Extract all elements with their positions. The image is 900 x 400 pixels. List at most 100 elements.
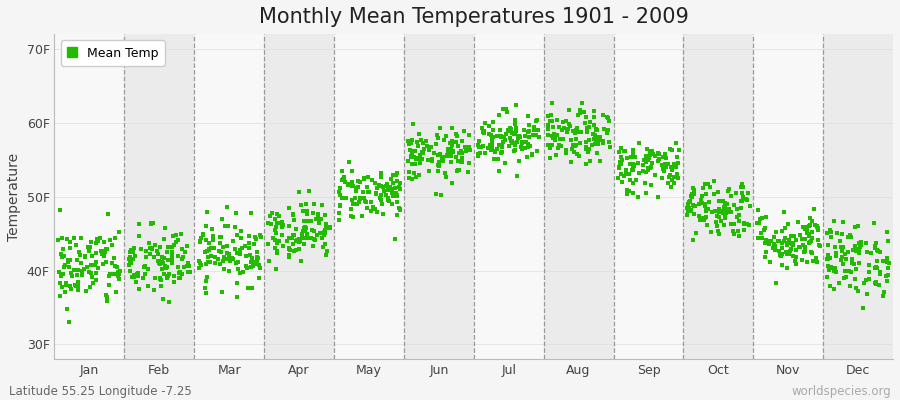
Point — [580, 148, 595, 154]
Point — [408, 148, 422, 154]
Point — [321, 224, 336, 230]
Point — [709, 219, 724, 226]
Point — [786, 240, 800, 246]
Point — [710, 189, 724, 196]
Point — [622, 188, 636, 195]
Point — [626, 161, 640, 168]
Point — [372, 182, 386, 188]
Point — [867, 220, 881, 226]
Point — [699, 191, 714, 198]
Point — [392, 206, 407, 212]
Point — [499, 130, 513, 137]
Point — [58, 289, 73, 295]
Point — [588, 132, 602, 138]
Point — [696, 185, 710, 192]
Point — [803, 214, 817, 221]
Point — [581, 149, 596, 156]
Point — [73, 252, 87, 258]
Point — [319, 252, 333, 258]
Point — [123, 260, 138, 266]
Point — [267, 245, 282, 251]
Point — [757, 226, 771, 233]
Point — [517, 127, 531, 134]
Point — [589, 126, 603, 132]
Point — [844, 234, 859, 240]
Point — [654, 174, 669, 181]
Point — [640, 157, 654, 163]
Point — [569, 142, 583, 148]
Point — [651, 194, 665, 200]
Point — [166, 242, 181, 248]
Point — [691, 201, 706, 208]
Point — [850, 246, 864, 252]
Point — [830, 230, 844, 236]
Point — [839, 256, 853, 263]
Point — [68, 242, 83, 248]
Point — [390, 170, 404, 176]
Point — [160, 244, 175, 250]
Point — [515, 140, 529, 146]
Point — [282, 252, 296, 258]
Bar — [124, 34, 194, 359]
Point — [148, 275, 163, 282]
Point — [764, 238, 778, 244]
Point — [758, 254, 772, 260]
Point — [670, 171, 684, 178]
Point — [270, 239, 284, 246]
Point — [850, 223, 865, 229]
Point — [435, 155, 449, 162]
Point — [179, 263, 194, 269]
Point — [824, 226, 838, 233]
Point — [751, 235, 765, 241]
Point — [843, 268, 858, 275]
Point — [704, 229, 718, 236]
Point — [854, 239, 868, 246]
Point — [868, 264, 883, 270]
Point — [600, 129, 615, 136]
Point — [750, 220, 764, 226]
Point — [617, 173, 632, 179]
Point — [716, 210, 730, 216]
Point — [645, 147, 660, 154]
Point — [215, 244, 230, 251]
Point — [247, 241, 261, 247]
Point — [128, 252, 142, 259]
Point — [250, 249, 265, 255]
Point — [130, 271, 144, 277]
Point — [456, 127, 471, 134]
Point — [96, 238, 111, 245]
Point — [69, 267, 84, 274]
Point — [71, 267, 86, 273]
Point — [436, 158, 450, 164]
Point — [127, 272, 141, 278]
Point — [860, 249, 874, 255]
Point — [199, 236, 213, 243]
Point — [441, 146, 455, 152]
Point — [180, 242, 194, 249]
Point — [421, 168, 436, 174]
Point — [103, 271, 117, 278]
Point — [345, 168, 359, 174]
Point — [217, 266, 231, 272]
Point — [521, 129, 535, 135]
Point — [636, 168, 651, 174]
Point — [422, 147, 436, 154]
Point — [402, 141, 417, 148]
Point — [810, 236, 824, 243]
Point — [444, 159, 458, 166]
Point — [390, 178, 404, 184]
Point — [503, 125, 517, 132]
Point — [52, 269, 67, 275]
Point — [297, 225, 311, 231]
Point — [356, 194, 371, 201]
Point — [580, 160, 594, 167]
Point — [294, 235, 309, 241]
Point — [89, 259, 104, 266]
Point — [317, 229, 331, 235]
Point — [573, 107, 588, 113]
Point — [171, 252, 185, 259]
Point — [802, 231, 816, 237]
Point — [443, 140, 457, 146]
Point — [716, 198, 730, 204]
Point — [766, 245, 780, 251]
